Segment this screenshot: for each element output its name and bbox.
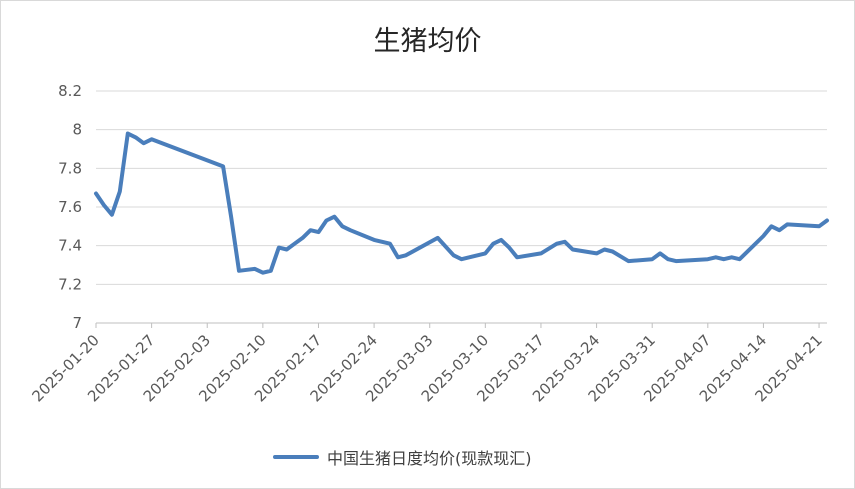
y-tick-label: 7.8 — [58, 159, 82, 177]
series-group — [94, 131, 829, 275]
y-tick-label: 7.4 — [58, 237, 82, 255]
y-tick-label: 8 — [72, 121, 82, 139]
y-axis: 7 7.2 7.4 7.6 7.8 8 8.2 — [58, 82, 82, 332]
legend-swatch — [273, 455, 319, 459]
y-tick-label: 7 — [72, 314, 82, 332]
y-tick-label: 7.6 — [58, 198, 82, 216]
x-axis: 2025-01-202025-01-272025-02-032025-02-10… — [28, 322, 827, 405]
series-line-0 — [94, 131, 829, 275]
y-tick-label: 7.2 — [58, 275, 82, 293]
legend-label: 中国生猪日度均价(现款现汇) — [327, 449, 532, 468]
gridlines — [96, 90, 827, 285]
chart-title: 生猪均价 — [373, 26, 482, 57]
y-tick-label: 8.2 — [58, 82, 82, 100]
legend: 中国生猪日度均价(现款现汇) — [273, 445, 532, 469]
